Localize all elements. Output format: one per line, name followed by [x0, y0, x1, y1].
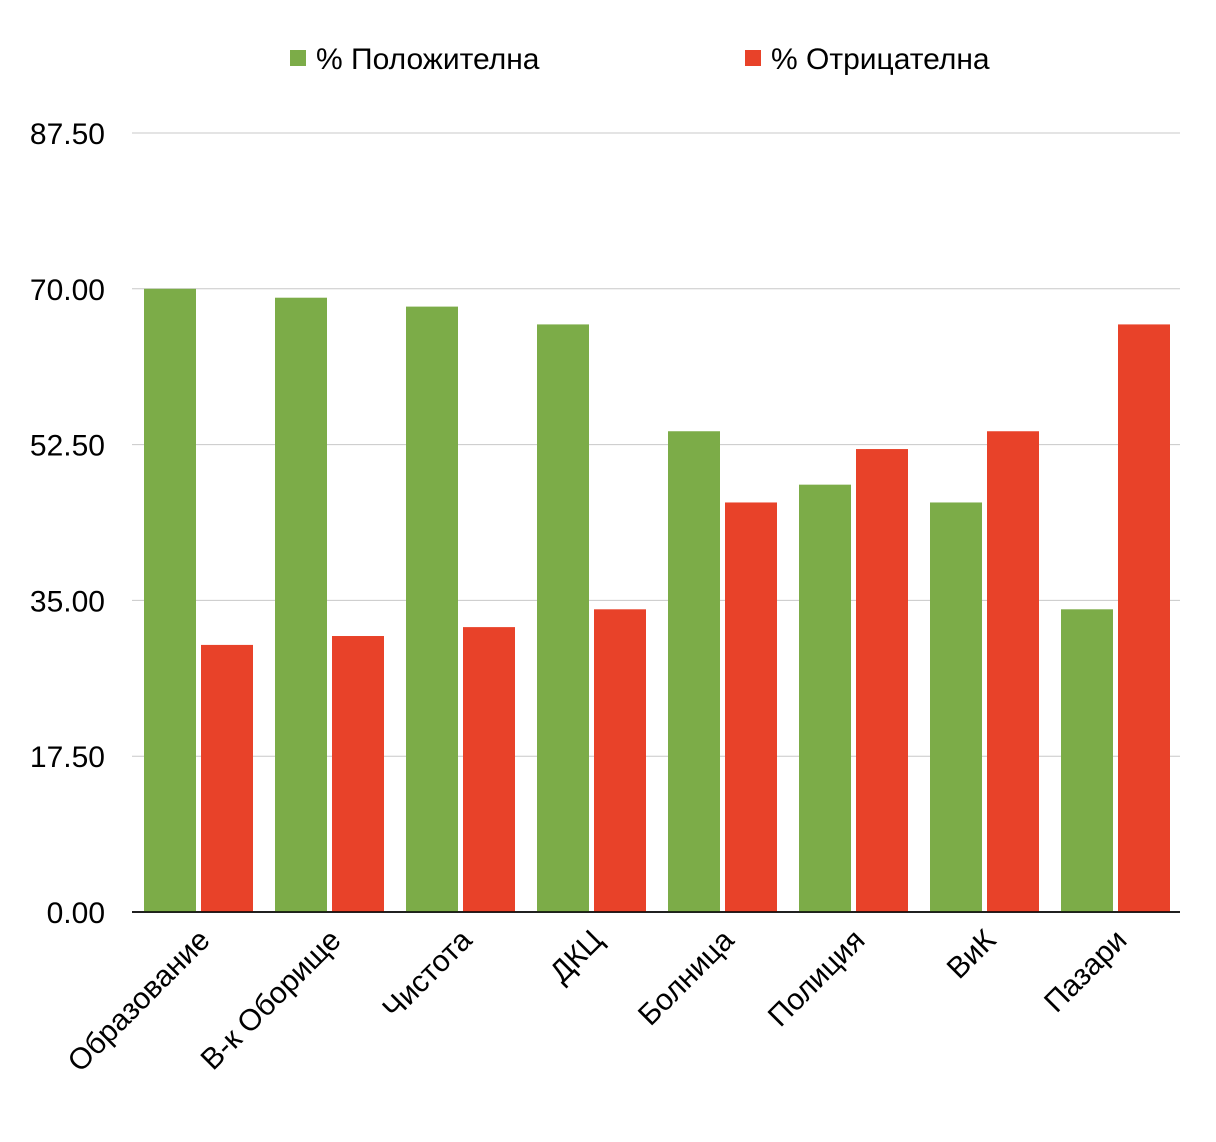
bar-positive-7: [1061, 609, 1113, 912]
bar-positive-5: [799, 484, 851, 912]
y-tick-label: 52.50: [30, 430, 105, 463]
bar-negative-5: [856, 449, 908, 912]
bar-negative-3: [594, 609, 646, 912]
bar-negative-1: [332, 636, 384, 912]
x-tick-label: Полиция: [762, 924, 872, 1034]
bar-positive-1: [275, 297, 327, 912]
x-tick-label: Чистота: [376, 923, 478, 1025]
y-tick-label: 17.50: [30, 741, 105, 774]
bar-positive-0: [144, 288, 196, 912]
x-tick-label: ВиК: [941, 923, 1003, 985]
x-tick-label: ДКЦ: [544, 924, 610, 990]
bar-negative-6: [987, 431, 1039, 912]
bar-positive-6: [930, 502, 982, 912]
bar-positive-3: [537, 324, 589, 912]
y-tick-label: 87.50: [30, 118, 105, 151]
x-tick-label: В-к Оборище: [195, 924, 348, 1077]
y-axis: 0.00 17.50 35.00 52.50 70.00 87.50: [30, 118, 105, 930]
bar-negative-7: [1118, 324, 1170, 912]
bar-negative-0: [201, 644, 253, 912]
x-tick-label: Пазари: [1038, 924, 1133, 1019]
legend-label: % Положителна: [316, 43, 540, 76]
bar-positive-4: [668, 431, 720, 912]
y-tick-label: 0.00: [47, 897, 105, 930]
legend-swatch: [290, 50, 306, 66]
legend-swatch: [745, 50, 761, 66]
x-tick-label: Болница: [632, 923, 741, 1032]
y-tick-label: 35.00: [30, 585, 105, 618]
legend-label: % Отрицателна: [771, 43, 990, 76]
x-tick-label: Образование: [62, 924, 217, 1079]
legend: % Положителна % Отрицателна: [290, 43, 990, 76]
bar-positive-2: [406, 306, 458, 912]
y-tick-label: 70.00: [30, 274, 105, 307]
bars: [144, 288, 1170, 912]
bar-negative-4: [725, 502, 777, 912]
bar-negative-2: [463, 627, 515, 912]
